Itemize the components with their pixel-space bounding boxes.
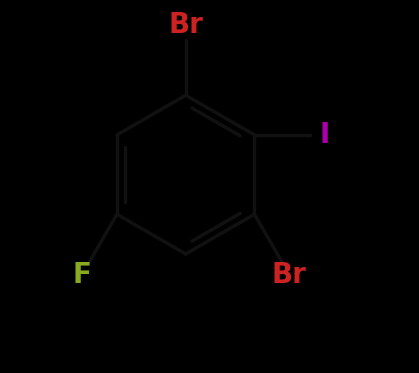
Text: Br: Br xyxy=(168,12,203,40)
Text: Br: Br xyxy=(272,261,307,289)
Text: I: I xyxy=(319,121,329,149)
Text: F: F xyxy=(72,261,91,289)
